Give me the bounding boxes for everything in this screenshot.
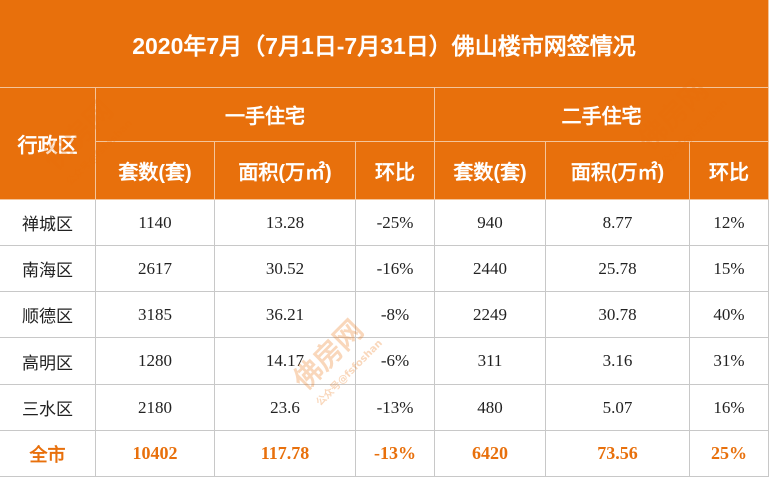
column-header: 面积(万㎡)	[546, 142, 690, 200]
data-cell: 15%	[690, 246, 769, 292]
data-cell: 2440	[435, 246, 546, 292]
data-cell: 311	[435, 338, 546, 385]
data-cell: 14.17	[215, 338, 356, 385]
data-cell: 5.07	[546, 385, 690, 431]
region-name: 全市	[0, 431, 96, 477]
data-cell: 3185	[96, 292, 215, 338]
data-cell: 30.52	[215, 246, 356, 292]
data-cell: 2617	[96, 246, 215, 292]
data-cell: 8.77	[546, 200, 690, 246]
column-header: 环比	[690, 142, 769, 200]
data-cell: 73.56	[546, 431, 690, 477]
region-name: 高明区	[0, 338, 96, 385]
data-cell: 23.6	[215, 385, 356, 431]
data-cell: 25%	[690, 431, 769, 477]
data-cell: 25.78	[546, 246, 690, 292]
data-cell: -13%	[356, 431, 435, 477]
data-cell: 1280	[96, 338, 215, 385]
data-cell: 36.21	[215, 292, 356, 338]
region-name: 三水区	[0, 385, 96, 431]
data-cell: -6%	[356, 338, 435, 385]
data-cell: -16%	[356, 246, 435, 292]
column-header: 面积(万㎡)	[215, 142, 356, 200]
data-cell: 40%	[690, 292, 769, 338]
region-name: 顺德区	[0, 292, 96, 338]
data-cell: -8%	[356, 292, 435, 338]
data-cell: 10402	[96, 431, 215, 477]
region-header: 行政区	[0, 88, 96, 200]
data-cell: -13%	[356, 385, 435, 431]
data-cell: 13.28	[215, 200, 356, 246]
column-header: 环比	[356, 142, 435, 200]
data-cell: 117.78	[215, 431, 356, 477]
group-header: 二手住宅	[435, 88, 769, 142]
data-cell: 2180	[96, 385, 215, 431]
region-name: 南海区	[0, 246, 96, 292]
data-cell: 480	[435, 385, 546, 431]
group-header: 一手住宅	[96, 88, 435, 142]
data-cell: -25%	[356, 200, 435, 246]
region-name: 禅城区	[0, 200, 96, 246]
data-cell: 940	[435, 200, 546, 246]
column-header: 套数(套)	[435, 142, 546, 200]
data-cell: 2249	[435, 292, 546, 338]
data-cell: 16%	[690, 385, 769, 431]
data-cell: 31%	[690, 338, 769, 385]
data-cell: 6420	[435, 431, 546, 477]
data-cell: 30.78	[546, 292, 690, 338]
data-cell: 3.16	[546, 338, 690, 385]
data-cell: 12%	[690, 200, 769, 246]
column-header: 套数(套)	[96, 142, 215, 200]
data-cell: 1140	[96, 200, 215, 246]
table-title: 2020年7月（7月1日-7月31日）佛山楼市网签情况	[0, 0, 769, 88]
